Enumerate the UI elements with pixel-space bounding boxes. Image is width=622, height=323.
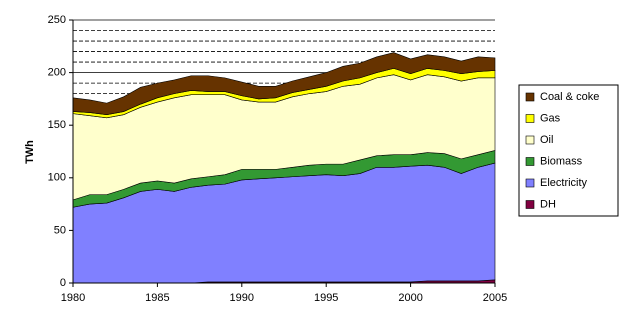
y-tick-label: 200: [48, 67, 66, 79]
legend-label: Electricity: [540, 177, 588, 189]
legend-swatch: [525, 200, 535, 209]
legend-label: Gas: [540, 112, 561, 124]
legend-label: Coal & coke: [540, 91, 599, 103]
legend-label: Oil: [540, 134, 553, 146]
y-tick-label: 100: [48, 172, 66, 184]
x-tick-label: 1990: [230, 292, 254, 304]
area: [72, 52, 496, 115]
legend-swatch: [525, 135, 535, 145]
y-tick-label: 50: [54, 224, 66, 236]
x-tick-label: 1980: [61, 292, 85, 304]
legend-swatch: [525, 114, 535, 123]
y-tick-label: 150: [48, 119, 66, 131]
legend-swatch: [525, 92, 535, 102]
x-tick-label: 1995: [314, 292, 338, 304]
legend-swatch: [525, 178, 535, 188]
legend-label: Biomass: [540, 155, 583, 167]
y-tick-label: 0: [60, 277, 66, 289]
legend-box: [518, 84, 619, 217]
x-tick-label: 1985: [145, 292, 169, 304]
x-tick-label: 2000: [398, 292, 422, 304]
x-tick-label: 2005: [483, 292, 507, 304]
legend-swatch: [525, 157, 535, 166]
y-tick-label: 250: [48, 14, 66, 26]
y-axis-label: TWh: [24, 140, 36, 164]
legend-label: DH: [540, 198, 556, 210]
